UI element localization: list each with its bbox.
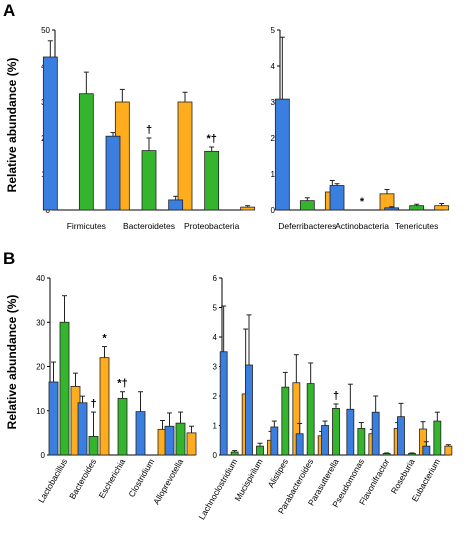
bar-mucispirilum-blue — [245, 364, 253, 456]
y-tick-label: 40 — [36, 274, 45, 283]
bar-flavonifractor-green — [382, 453, 391, 456]
y-tick-label: 0 — [41, 451, 46, 460]
bar-firmicutes-blue — [42, 56, 58, 211]
y-axis-label-a: Relative abundance (%) — [5, 58, 19, 193]
significance-marker: *† — [206, 133, 216, 145]
category-label: Lachnoclostridium — [196, 457, 239, 521]
y-tick-label: 6 — [213, 274, 218, 283]
bar-deferribacteres-green — [299, 200, 315, 211]
bar-roseburia-blue — [397, 416, 405, 456]
bar-bacteroidetes-orange — [177, 101, 193, 211]
bar-alloprevotella-green — [175, 422, 186, 456]
category-label: Clostridium — [126, 457, 156, 499]
category-label: Lactobacillus — [36, 457, 69, 505]
category-label: Firmicutes — [67, 221, 106, 231]
bar-deferribacteres-blue — [274, 98, 290, 211]
bar-bacteroides-blue — [77, 402, 88, 456]
category-label: Proteobacteria — [184, 221, 240, 231]
bar-parasutterella-blue — [321, 425, 329, 456]
bar-lachnoclostridium-green — [230, 451, 239, 456]
significance-marker: † — [90, 398, 96, 410]
bar-alloprevotella-orange — [186, 432, 197, 456]
bar-lactobacillus-blue — [48, 381, 59, 456]
bar-clostridium-blue — [135, 411, 146, 456]
category-label: Actinobacteria — [335, 221, 389, 231]
y-tick-label: 0 — [46, 206, 51, 215]
bar-actinobacteria-blue — [329, 185, 345, 211]
y-tick-label: 1 — [271, 170, 276, 179]
y-axis-label-b: Relative abundance (%) — [5, 295, 19, 430]
category-label: Alloprevotella — [151, 457, 185, 506]
bar-bacteroides-orange — [99, 357, 110, 456]
bar-proteobacteria-green — [204, 150, 220, 211]
bar-tenericutes-blue — [384, 207, 400, 211]
y-tick-label: 3 — [271, 98, 276, 107]
y-tick-label: 4 — [213, 333, 218, 342]
y-tick-label: 2 — [271, 134, 276, 143]
bar-eubacterium-green — [433, 420, 442, 456]
bar-roseburia-green — [408, 453, 416, 456]
bar-eubacterium-blue — [422, 445, 431, 456]
y-tick-label: 30 — [36, 318, 45, 327]
y-tick-label: 0 — [213, 451, 218, 460]
y-tick-label: 50 — [41, 26, 50, 35]
bar-bacteroidetes-blue — [105, 135, 121, 211]
category-label: Alistipes — [266, 457, 290, 489]
bar-proteobacteria-blue — [168, 199, 184, 211]
chart-b-left: 0 10 20 30 40 LactobacillusBacteroidesEscheri… — [36, 274, 197, 506]
bar-proteobacteria-orange — [240, 206, 256, 211]
y-tick-label: 20 — [36, 363, 45, 372]
bar-eubacterium-orange — [444, 445, 453, 456]
bar-parabacteroides-blue — [295, 433, 304, 456]
significance-marker: † — [333, 390, 339, 402]
y-tick-label: 0 — [271, 206, 276, 215]
bar-lactobacillus-green — [59, 321, 70, 456]
bar-alistipes-green — [281, 386, 290, 456]
bar-tenericutes-orange — [434, 205, 450, 211]
significance-marker: * — [102, 333, 107, 345]
y-tick-label: 3 — [213, 363, 218, 372]
category-label: Escherichia — [97, 457, 128, 500]
category-label: Bacteroidetes — [123, 221, 175, 231]
panel-letter-a: A — [3, 1, 15, 20]
y-tick-label: 2 — [213, 392, 218, 401]
significance-marker: † — [146, 124, 152, 136]
bar-flavonifractor-blue — [371, 411, 380, 456]
category-label: Deferribacteres — [278, 221, 336, 231]
category-label: Roseburia — [389, 457, 417, 496]
bar-lachnoclostridium-blue — [219, 351, 228, 456]
bar-parabacteroides-green — [306, 383, 315, 456]
category-label: Bacteroides — [67, 457, 98, 501]
y-tick-label: 1 — [213, 422, 218, 431]
panel-letter-b: B — [3, 249, 15, 268]
y-tick-label: 5 — [213, 304, 218, 313]
bar-escherichia-green — [117, 397, 128, 456]
y-tick-label: 5 — [271, 26, 276, 35]
y-tick-label: 10 — [36, 407, 45, 416]
significance-marker: * — [360, 196, 365, 208]
bar-firmicutes-green — [78, 93, 94, 211]
bar-parasutterella-green — [332, 407, 340, 456]
bar-bacteroidetes-green — [141, 150, 157, 211]
bar-pseudomonas-green — [357, 428, 366, 456]
bar-alloprevotella-blue — [164, 425, 175, 456]
significance-marker: *† — [117, 378, 127, 390]
bar-pseudomonas-blue — [346, 408, 355, 456]
category-label: Tenericutes — [395, 221, 438, 231]
bar-mucispirilum-green — [256, 445, 264, 456]
chart-a-left: 01020304050FirmicutesBacteroidetesProteo… — [41, 26, 256, 231]
y-tick-label: 4 — [271, 62, 276, 71]
bar-bacteroides-green — [88, 436, 99, 456]
bar-tenericutes-green — [409, 205, 425, 211]
bar-alistipes-blue — [270, 426, 279, 456]
